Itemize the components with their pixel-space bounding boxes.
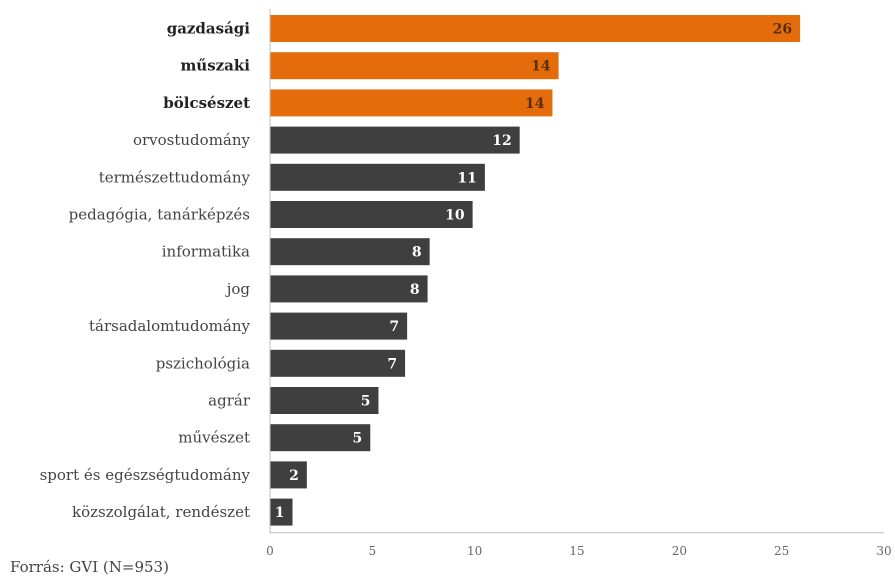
value-label: 8 <box>412 245 422 261</box>
bar <box>270 238 430 266</box>
x-tick-label: 20 <box>672 544 687 558</box>
category-labels: gazdasági műszaki bölcsészet orvostudomány t… <box>40 20 251 522</box>
category-label: műszaki <box>180 57 250 75</box>
bar <box>270 126 520 154</box>
x-tick-label: 25 <box>774 544 789 558</box>
bars <box>270 15 801 526</box>
category-label: pszichológia <box>156 354 250 372</box>
bar <box>270 89 553 117</box>
category-label: agrár <box>208 392 251 410</box>
value-label: 26 <box>773 22 792 38</box>
bar <box>270 349 406 377</box>
bar <box>270 498 293 526</box>
value-label: 8 <box>410 282 420 298</box>
bar <box>270 387 379 414</box>
value-label: 5 <box>361 394 371 410</box>
value-label: 14 <box>525 96 545 112</box>
bar <box>270 163 485 191</box>
x-tick-label: 10 <box>467 544 482 558</box>
bar <box>270 52 559 80</box>
category-label: orvostudomány <box>133 131 251 149</box>
bar <box>270 275 428 303</box>
value-label: 5 <box>353 431 363 447</box>
x-tick-label: 0 <box>266 544 274 558</box>
category-label: informatika <box>162 243 250 261</box>
category-label: bölcsészet <box>163 94 250 112</box>
x-tick-label: 15 <box>569 544 584 558</box>
value-label: 11 <box>457 170 476 186</box>
value-label: 1 <box>275 505 285 521</box>
category-label: pedagógia, tanárképzés <box>69 206 250 224</box>
bar <box>270 201 473 228</box>
bar <box>270 15 801 42</box>
bar <box>270 312 408 340</box>
value-label: 12 <box>492 133 511 149</box>
category-label: sport és egészségtudomány <box>40 466 251 484</box>
value-label: 2 <box>289 468 299 484</box>
category-label: természettudomány <box>99 168 251 186</box>
x-axis-ticks: 0 5 10 15 20 25 30 <box>266 544 891 558</box>
bar <box>270 424 371 452</box>
category-label: jog <box>225 280 251 298</box>
category-label: társadalomtudomány <box>89 317 251 335</box>
value-label: 7 <box>389 319 399 335</box>
value-label: 7 <box>387 356 397 372</box>
value-label: 14 <box>531 59 551 75</box>
x-tick-label: 30 <box>876 544 891 558</box>
category-label: gazdasági <box>167 20 251 38</box>
value-labels: 26 14 14 12 11 10 8 8 7 7 5 5 2 1 <box>275 22 792 522</box>
value-label: 10 <box>445 208 465 224</box>
x-tick-label: 5 <box>369 544 377 558</box>
bar <box>270 461 307 489</box>
category-label: közszolgálat, rendészet <box>72 503 250 521</box>
category-label: művészet <box>178 429 250 447</box>
source-note: Forrás: GVI (N=953) <box>10 558 169 576</box>
